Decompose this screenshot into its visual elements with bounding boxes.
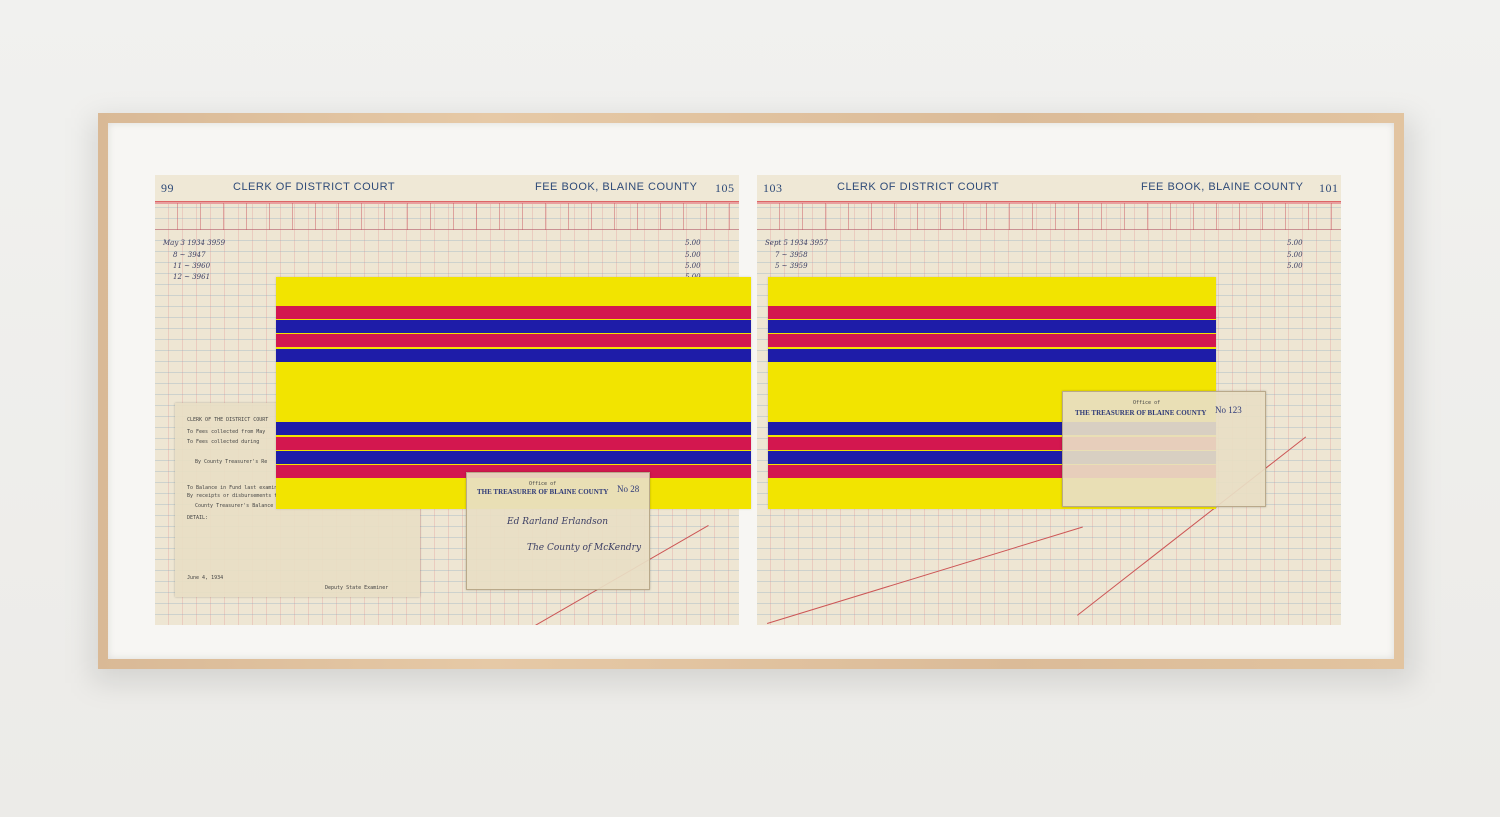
report-line: DETAIL: bbox=[187, 515, 209, 521]
handwriting: 5.00 bbox=[685, 251, 701, 259]
blue-stripe bbox=[276, 349, 751, 362]
red-stripe bbox=[276, 437, 751, 450]
receipt-title: THE TREASURER OF BLAINE COUNTY bbox=[477, 488, 609, 496]
red-stripe bbox=[768, 334, 1216, 347]
treasurer-receipt-right: Office of THE TREASURER OF BLAINE COUNTY… bbox=[1062, 391, 1266, 507]
handwriting: 5 ~ 3959 bbox=[775, 262, 808, 270]
header-title: CLERK OF DISTRICT COURT bbox=[837, 181, 1000, 193]
ledger-header-left: 99 CLERK OF DISTRICT COURT FEE BOOK, BLA… bbox=[155, 175, 739, 202]
blue-stripe bbox=[276, 451, 751, 464]
report-line: To Fees collected during bbox=[187, 439, 260, 445]
report-line: By receipts or disbursements to May 31, … bbox=[187, 493, 320, 499]
report-line: To Balance in Fund last examination May … bbox=[187, 485, 332, 491]
treasurer-receipt-left: Office of THE TREASURER OF BLAINE COUNTY… bbox=[466, 472, 650, 590]
handwriting: 7 ~ 3958 bbox=[775, 251, 808, 259]
handwriting: 5.00 bbox=[1287, 262, 1303, 270]
mat-board: 99 CLERK OF DISTRICT COURT FEE BOOK, BLA… bbox=[108, 123, 1394, 659]
handwriting: 8 ~ 3947 bbox=[173, 251, 206, 259]
column-headers bbox=[757, 203, 1341, 230]
header-title: FEE BOOK, BLAINE COUNTY bbox=[1141, 181, 1304, 193]
handwriting: 5.00 bbox=[1287, 251, 1303, 259]
handwriting: 12 ~ 3961 bbox=[173, 273, 211, 281]
report-line: By County Treasurer's Re bbox=[195, 459, 268, 465]
report-line: County Treasurer's Balance May 31, 1934 bbox=[195, 503, 313, 509]
ledger-diagonal bbox=[767, 526, 1083, 624]
handwriting: The County of McKendry bbox=[527, 543, 642, 553]
receipt-title: THE TREASURER OF BLAINE COUNTY bbox=[1075, 409, 1207, 417]
handwriting: 5.00 bbox=[1287, 239, 1303, 247]
red-stripe bbox=[276, 334, 751, 347]
blue-stripe bbox=[768, 320, 1216, 333]
handwriting: 5.00 bbox=[685, 239, 701, 247]
handwriting: May 3 1934 3959 bbox=[163, 239, 226, 247]
handwriting: Sept 5 1934 3957 bbox=[765, 239, 828, 247]
header-title: CLERK OF DISTRICT COURT bbox=[233, 181, 396, 193]
blue-stripe bbox=[768, 349, 1216, 362]
handwriting: 11 ~ 3960 bbox=[173, 262, 211, 270]
page-number: 103 bbox=[763, 181, 783, 195]
report-date: June 4, 1934 bbox=[187, 575, 224, 581]
report-line: CLERK OF THE DISTRICT COURT bbox=[187, 417, 269, 423]
column-headers bbox=[155, 203, 739, 230]
header-title: FEE BOOK, BLAINE COUNTY bbox=[535, 181, 698, 193]
handwriting: Ed Rarland Erlandson bbox=[507, 517, 609, 527]
report-line: To Fees collected from May bbox=[187, 429, 266, 435]
receipt-office: Office of bbox=[529, 481, 557, 487]
blue-stripe bbox=[276, 320, 751, 333]
red-stripe bbox=[276, 306, 751, 319]
receipt-number: No 123 bbox=[1215, 405, 1242, 415]
color-band-left bbox=[276, 277, 751, 509]
ledger-header-right: 103 CLERK OF DISTRICT COURT FEE BOOK, BL… bbox=[757, 175, 1341, 202]
page-number: 99 bbox=[161, 181, 174, 195]
page-number: 105 bbox=[715, 181, 735, 195]
page-number: 101 bbox=[1319, 181, 1339, 195]
blue-stripe bbox=[276, 422, 751, 435]
receipt-office: Office of bbox=[1133, 400, 1161, 406]
receipt-number: No 28 bbox=[617, 484, 640, 494]
handwriting: 5.00 bbox=[685, 262, 701, 270]
red-stripe bbox=[768, 306, 1216, 319]
wood-frame: 99 CLERK OF DISTRICT COURT FEE BOOK, BLA… bbox=[98, 113, 1404, 669]
report-signature-line: Deputy State Examiner bbox=[325, 585, 389, 591]
